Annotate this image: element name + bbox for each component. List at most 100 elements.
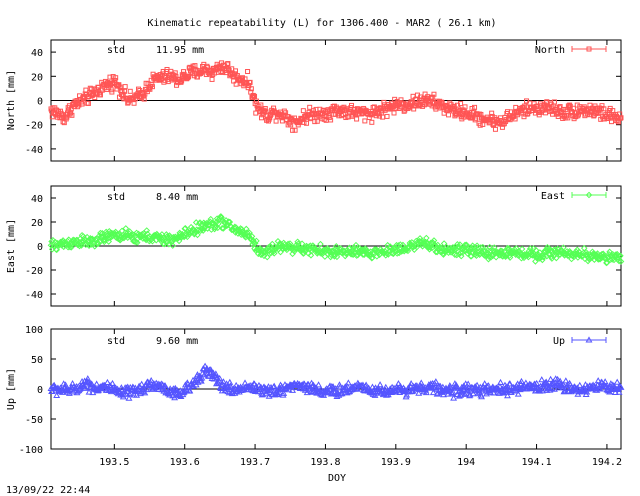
east-data-point (76, 242, 83, 250)
up-data-point (504, 392, 511, 399)
east-data-point (592, 251, 599, 259)
north-data-point (258, 102, 264, 108)
up-panel: 100 50 0 -50 -100 Up [mm] std 9.60 mm Up 193.5 193… (6, 325, 625, 484)
up-data-point (344, 379, 352, 386)
up-data-point (608, 385, 616, 392)
east-data-point (362, 245, 369, 252)
east-data-point (244, 229, 251, 237)
north-data-point (69, 112, 75, 118)
east-data-point (392, 247, 400, 255)
up-data-point (103, 378, 111, 386)
east-data-point (603, 259, 611, 266)
north-data-point (162, 77, 168, 83)
east-data-point (440, 240, 448, 247)
east-data-point (456, 241, 464, 248)
east-ytick-label: 20 (31, 218, 43, 229)
north-series-points (48, 60, 624, 133)
east-data-point (540, 253, 547, 261)
chart-title: Kinematic repeatability (L) for 1306.400… (147, 18, 496, 29)
up-data-point (422, 388, 430, 396)
east-data-point (546, 245, 553, 252)
east-data-point (249, 240, 256, 248)
north-data-point (177, 79, 183, 85)
x-tick-label: 194.1 (522, 457, 552, 468)
east-data-point (95, 240, 102, 247)
x-tick-label: 194.2 (592, 457, 622, 468)
north-data-point (362, 118, 368, 124)
north-data-point (349, 102, 355, 108)
east-data-point (236, 226, 243, 234)
east-data-point (270, 250, 278, 257)
up-data-point (394, 380, 402, 387)
north-ytick-label: 20 (31, 72, 43, 83)
up-data-point (285, 386, 293, 393)
north-data-point (252, 93, 258, 99)
up-data-point (216, 374, 224, 381)
east-data-point (473, 242, 481, 250)
up-ytick-label: 50 (31, 355, 43, 366)
north-data-point (312, 119, 318, 125)
east-ylabel: East [mm] (6, 219, 17, 273)
up-data-point (617, 383, 625, 390)
up-data-point (457, 391, 465, 398)
up-data-point (275, 388, 283, 395)
east-data-point (289, 250, 296, 258)
north-std-value: 11.95 mm (156, 45, 204, 56)
up-data-point (124, 385, 132, 392)
north-data-point (420, 101, 426, 107)
up-data-point (181, 387, 189, 394)
up-data-point (583, 388, 591, 395)
up-data-point (554, 375, 562, 382)
up-data-point (483, 382, 491, 389)
up-data-point (143, 385, 151, 393)
north-data-point (273, 118, 279, 124)
up-data-point (89, 388, 97, 396)
east-data-point (88, 241, 95, 248)
up-data-point (93, 380, 101, 387)
north-data-point (422, 91, 428, 97)
east-data-point (104, 232, 111, 240)
east-data-point (601, 254, 609, 262)
north-data-point (173, 74, 179, 80)
east-data-point (267, 242, 274, 250)
up-data-point (611, 388, 619, 396)
east-data-point (452, 245, 460, 253)
up-data-point (171, 394, 179, 401)
east-data-point (393, 250, 401, 257)
north-data-point (253, 98, 259, 104)
north-ytick-label: 40 (31, 48, 43, 59)
up-data-point (259, 390, 267, 397)
north-std-label: std (107, 45, 125, 56)
up-data-point (207, 366, 215, 373)
up-data-point (450, 394, 458, 401)
up-data-point (514, 390, 522, 397)
north-data-point (246, 83, 252, 89)
north-legend-marker (586, 46, 592, 52)
up-data-point (362, 381, 370, 388)
north-data-point (120, 91, 126, 97)
north-data-point (369, 119, 375, 125)
east-data-point (250, 239, 258, 247)
up-ytick-label: -50 (25, 415, 43, 426)
east-data-point (100, 236, 107, 244)
footer-timestamp: 13/09/22 22:44 (6, 485, 90, 496)
east-data-point (333, 253, 341, 261)
north-data-point (122, 88, 128, 94)
east-data-point (506, 254, 514, 261)
north-data-point (49, 114, 55, 120)
up-data-point (203, 364, 211, 372)
up-data-point (550, 385, 558, 392)
east-data-point (242, 234, 249, 241)
east-data-point (438, 244, 445, 252)
east-data-point (472, 249, 480, 257)
up-data-point (531, 380, 539, 387)
north-data-point (288, 122, 294, 128)
north-data-point (554, 104, 560, 110)
up-data-point (157, 380, 165, 387)
east-series-points (47, 213, 625, 267)
east-std-label: std (107, 192, 125, 203)
north-data-point (248, 89, 254, 95)
north-data-point (598, 105, 604, 111)
north-data-point (147, 86, 153, 92)
north-data-point (113, 75, 119, 81)
